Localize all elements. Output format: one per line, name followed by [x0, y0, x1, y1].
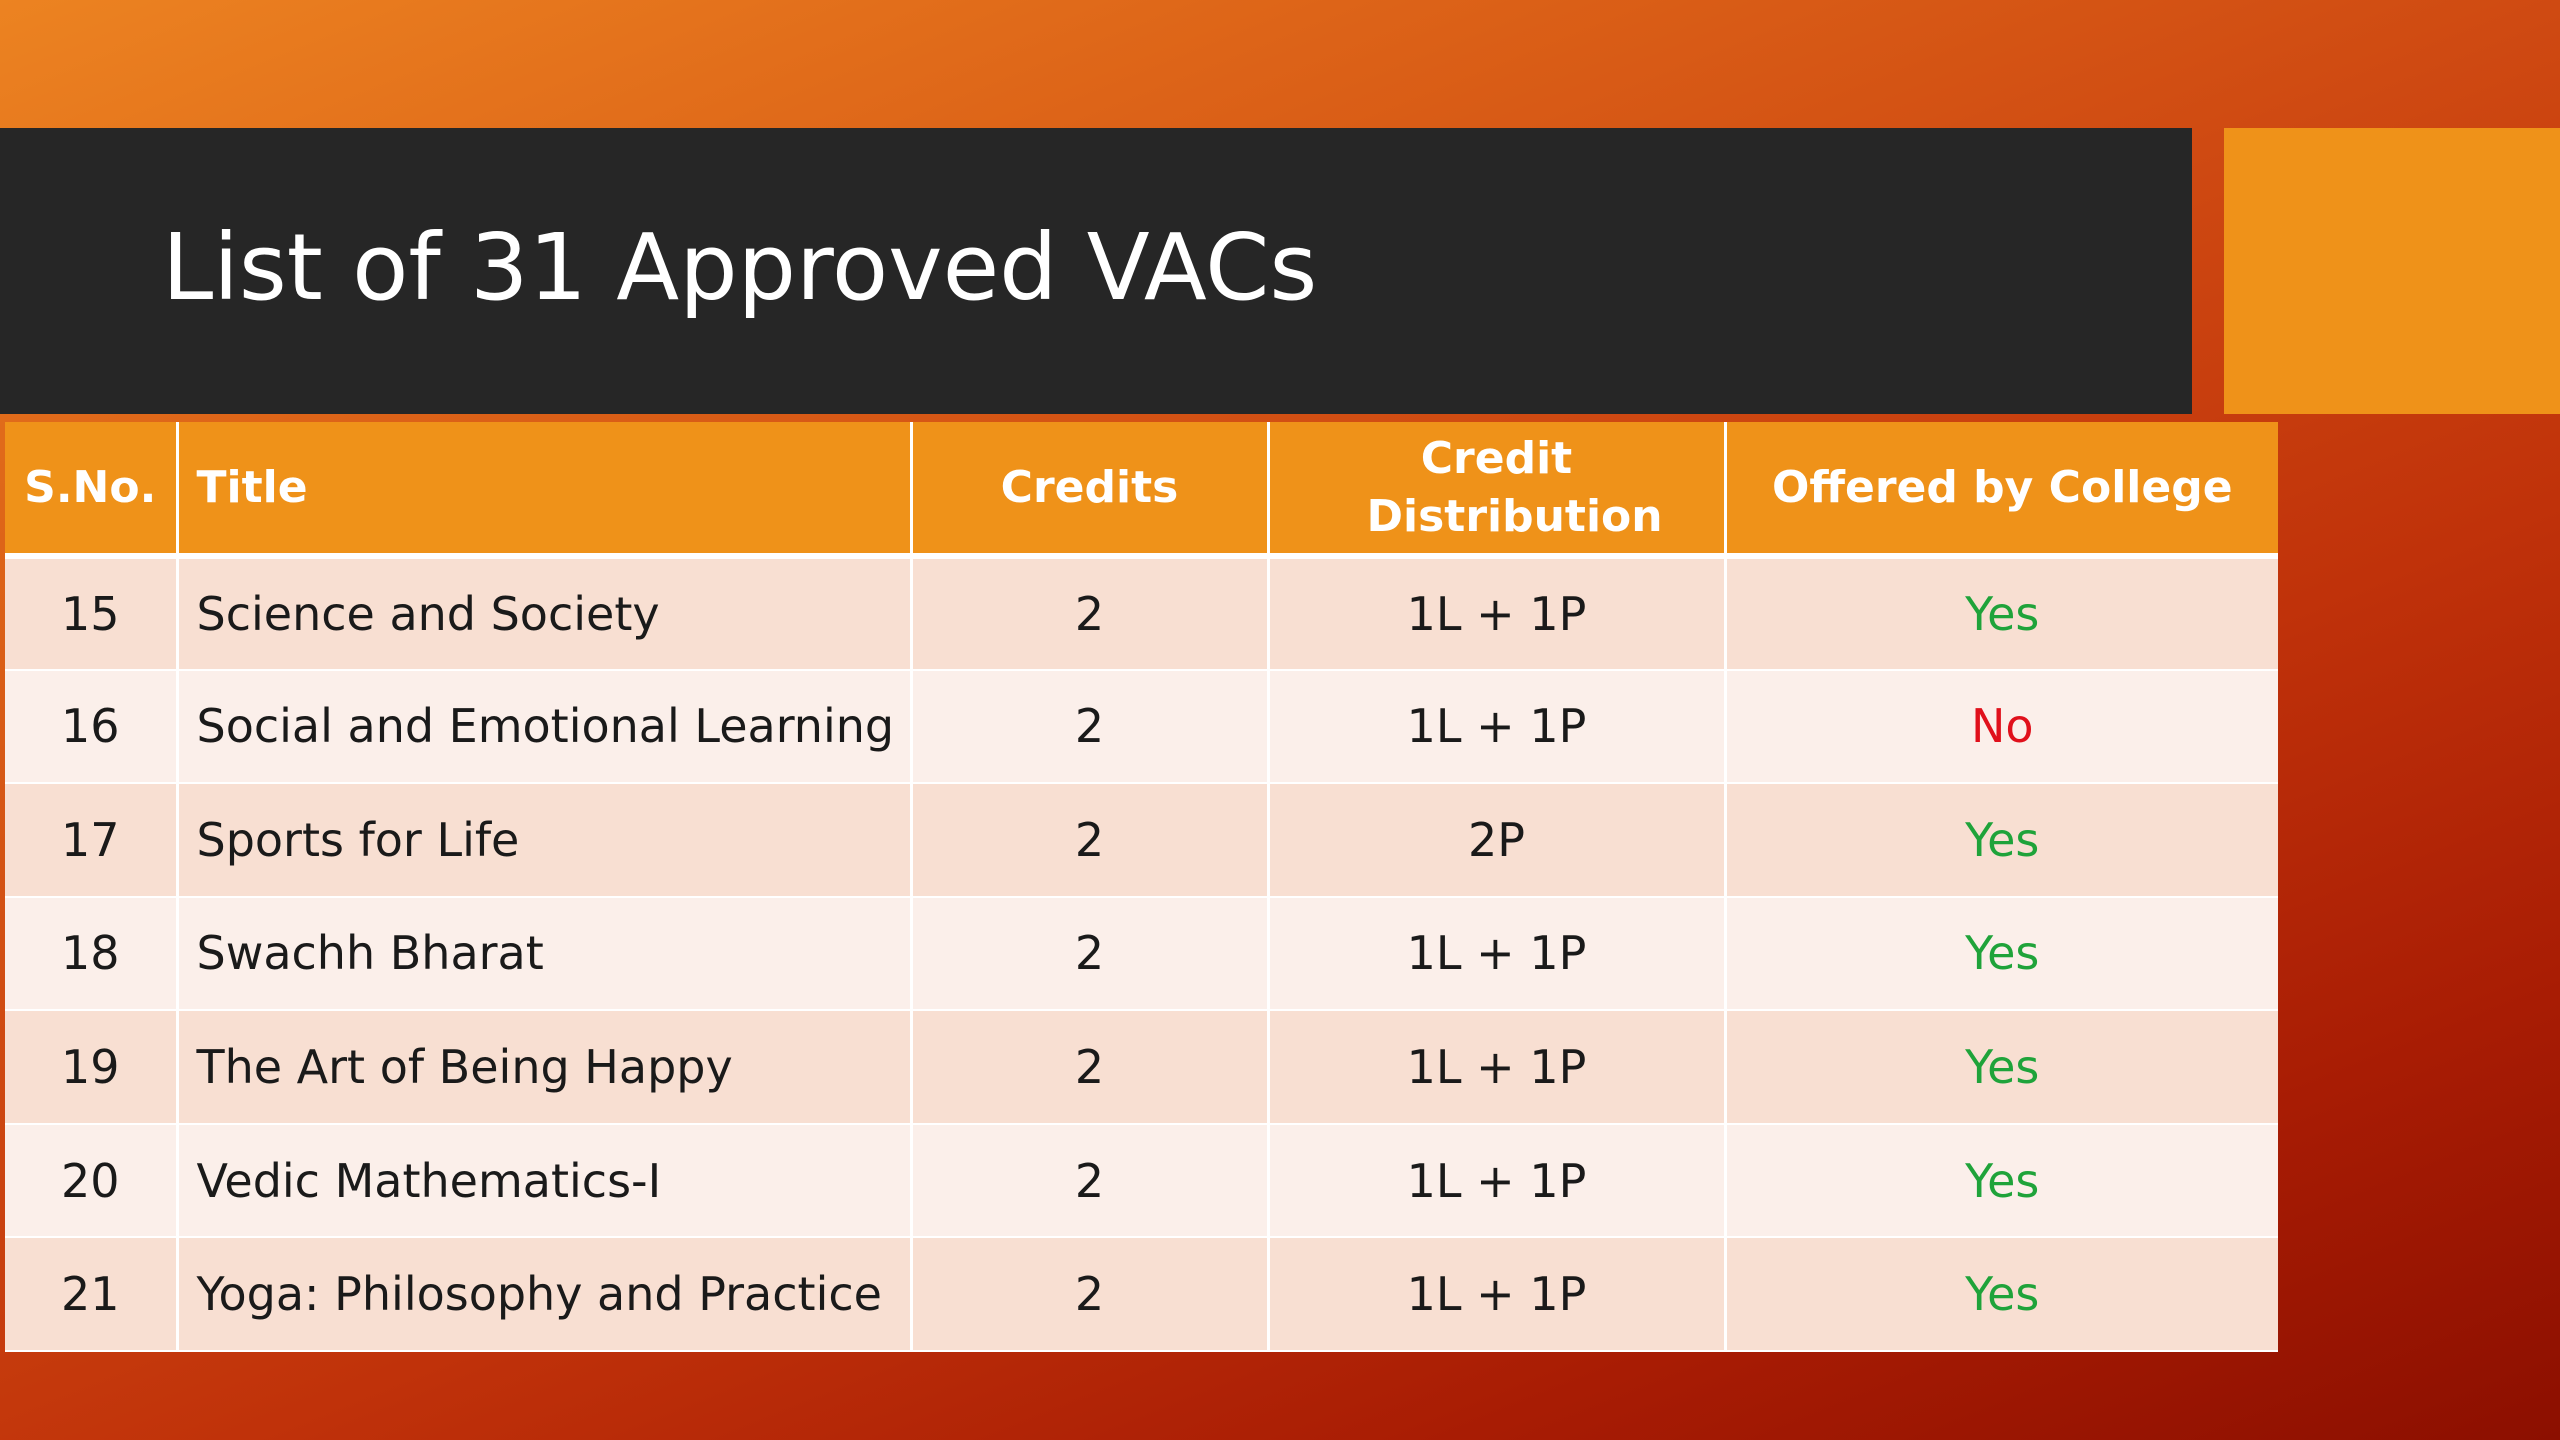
- header-credit-distribution: Credit Distribution: [1268, 422, 1725, 556]
- cell-credits: 2: [911, 1124, 1268, 1238]
- accent-block: [2224, 128, 2560, 414]
- cell-title: Sports for Life: [177, 783, 911, 897]
- cell-credits: 2: [911, 556, 1268, 670]
- table-row: 15 Science and Society 2 1L + 1P Yes: [5, 556, 2278, 670]
- cell-sno: 19: [5, 1010, 177, 1124]
- cell-credit-distribution: 2P: [1268, 783, 1725, 897]
- cell-title: Vedic Mathematics-I: [177, 1124, 911, 1238]
- header-title: Title: [177, 422, 911, 556]
- cell-credits: 2: [911, 1237, 1268, 1351]
- cell-title: Yoga: Philosophy and Practice: [177, 1237, 911, 1351]
- cell-offered-by-college: Yes: [1725, 1010, 2278, 1124]
- cell-sno: 21: [5, 1237, 177, 1351]
- header-credit-distribution-text: Credit Distribution: [1367, 430, 1627, 546]
- cell-title: The Art of Being Happy: [177, 1010, 911, 1124]
- header-sno: S.No.: [5, 422, 177, 556]
- cell-credit-distribution: 1L + 1P: [1268, 556, 1725, 670]
- table-row: 16 Social and Emotional Learning 2 1L + 1P N…: [5, 670, 2278, 784]
- cell-offered-by-college: No: [1725, 670, 2278, 784]
- header-credits: Credits: [911, 422, 1268, 556]
- cell-offered-by-college: Yes: [1725, 783, 2278, 897]
- table-body: 15 Science and Society 2 1L + 1P Yes 16 Social…: [5, 556, 2278, 1351]
- cell-credits: 2: [911, 1010, 1268, 1124]
- cell-title: Social and Emotional Learning: [177, 670, 911, 784]
- cell-credits: 2: [911, 897, 1268, 1011]
- cell-offered-by-college: Yes: [1725, 1237, 2278, 1351]
- cell-title: Science and Society: [177, 556, 911, 670]
- cell-credits: 2: [911, 783, 1268, 897]
- vac-table-container: S.No. Title Credits Credit Distribution …: [5, 422, 2278, 1352]
- header-offered-by-college: Offered by College: [1725, 422, 2278, 556]
- page-title: List of 31 Approved VACs: [162, 198, 1317, 338]
- cell-credit-distribution: 1L + 1P: [1268, 1124, 1725, 1238]
- header-row: S.No. Title Credits Credit Distribution …: [5, 422, 2278, 556]
- cell-offered-by-college: Yes: [1725, 897, 2278, 1011]
- table-row: 20 Vedic Mathematics-I 2 1L + 1P Yes: [5, 1124, 2278, 1238]
- table-row: 18 Swachh Bharat 2 1L + 1P Yes: [5, 897, 2278, 1011]
- vac-table: S.No. Title Credits Credit Distribution …: [5, 422, 2278, 1352]
- cell-sno: 18: [5, 897, 177, 1011]
- cell-sno: 15: [5, 556, 177, 670]
- cell-sno: 16: [5, 670, 177, 784]
- cell-credit-distribution: 1L + 1P: [1268, 670, 1725, 784]
- cell-offered-by-college: Yes: [1725, 556, 2278, 670]
- table-header: S.No. Title Credits Credit Distribution …: [5, 422, 2278, 556]
- cell-title: Swachh Bharat: [177, 897, 911, 1011]
- cell-credit-distribution: 1L + 1P: [1268, 897, 1725, 1011]
- cell-credit-distribution: 1L + 1P: [1268, 1237, 1725, 1351]
- cell-offered-by-college: Yes: [1725, 1124, 2278, 1238]
- cell-sno: 20: [5, 1124, 177, 1238]
- cell-credit-distribution: 1L + 1P: [1268, 1010, 1725, 1124]
- table-row: 17 Sports for Life 2 2P Yes: [5, 783, 2278, 897]
- cell-sno: 17: [5, 783, 177, 897]
- cell-credits: 2: [911, 670, 1268, 784]
- table-row: 19 The Art of Being Happy 2 1L + 1P Yes: [5, 1010, 2278, 1124]
- table-row: 21 Yoga: Philosophy and Practice 2 1L + 1P Y…: [5, 1237, 2278, 1351]
